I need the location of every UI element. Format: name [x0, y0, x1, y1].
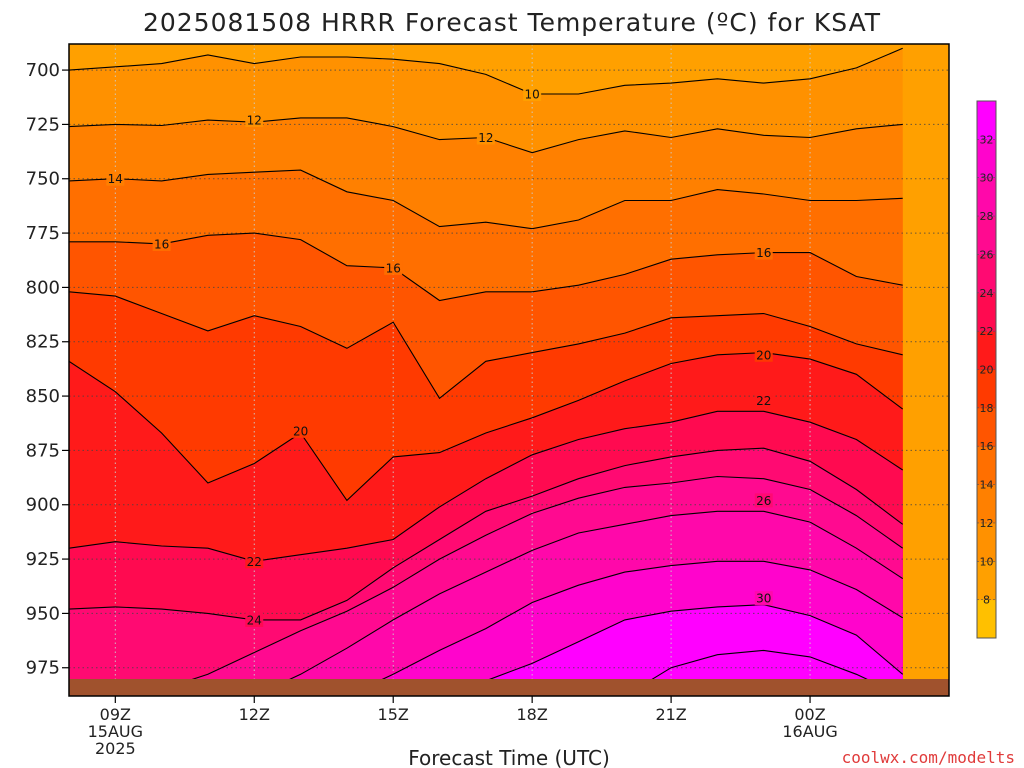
x-tick-label: 12Z [239, 705, 270, 724]
contour-label-bg [106, 171, 125, 186]
chart-title: 2025081508 HRRR Forecast Temperature (ºC… [143, 8, 881, 37]
contour-label: 12 [247, 114, 262, 128]
y-tick-label: 875 [26, 440, 60, 461]
contour-label-bg [754, 393, 773, 408]
colorbar-swatch [977, 216, 996, 255]
x-tick-label: 15AUG [88, 722, 143, 741]
contour-label-bg [754, 245, 773, 260]
contour-line-34 [624, 649, 903, 696]
contour-label-bg [245, 113, 264, 128]
contour-line-18 [69, 291, 903, 400]
contour-label: 22 [756, 394, 771, 408]
contour-label: 30 [756, 592, 771, 606]
contour-label: 24 [247, 613, 262, 627]
contour-label-bg [384, 260, 403, 275]
ground-surface [69, 679, 949, 696]
contour-label: 12 [478, 131, 493, 145]
colorbar-swatch [977, 292, 996, 332]
y-tick-label: 725 [26, 114, 60, 135]
colorbar-swatch [977, 446, 996, 486]
colorbar-tick-label: 30 [980, 172, 994, 185]
x-axis-label: Forecast Time (UTC) [408, 746, 610, 768]
contour-label-bg [291, 423, 310, 438]
y-axis-ticks: 700 725 750 775 800 825 850 875 900 925 950 975 [26, 60, 69, 679]
contour-label: 16 [386, 261, 401, 275]
contour-line-26 [115, 475, 904, 696]
contour-lines [69, 47, 904, 696]
colorbar-tick-label: 20 [980, 364, 994, 377]
y-tick-label: 750 [26, 169, 60, 190]
x-tick-label: 00Z [794, 705, 825, 724]
contour-line-32 [439, 604, 904, 696]
colorbar-tick-label: 24 [980, 287, 994, 300]
colorbar-tick-label: 10 [980, 555, 994, 568]
colorbar-swatch [977, 177, 996, 217]
y-tick-label: 975 [26, 658, 60, 679]
contour-label: 14 [108, 172, 123, 186]
credit-text: coolwx.com/modelts [842, 748, 1015, 767]
x-tick-label: 18Z [516, 705, 547, 724]
contour-label-bg [245, 612, 264, 627]
colorbar-swatch [977, 254, 996, 294]
contour-line-14 [69, 169, 903, 230]
contour-line-22 [69, 410, 904, 562]
contour-label-bg [152, 236, 171, 251]
contour-label-bg [476, 130, 495, 145]
x-tick-label: 15Z [378, 705, 409, 724]
colorbar-swatch [977, 561, 996, 601]
y-tick-label: 775 [26, 223, 60, 244]
contour-label: 26 [756, 494, 771, 508]
contour-label: 16 [154, 237, 169, 251]
y-tick-label: 700 [26, 60, 60, 81]
plot-frame [68, 43, 950, 697]
colorbar: 8 10 12 14 16 18 20 22 24 26 28 30 32 [976, 100, 997, 639]
colorbar-tick-label: 32 [980, 133, 994, 146]
colorbar-swatch [977, 407, 996, 447]
colorbar-swatch [977, 522, 996, 562]
contour-label-bg [523, 86, 542, 101]
contour-label-bg [245, 554, 264, 569]
colorbar-swatch [977, 139, 996, 179]
x-tick-label: 16AUG [782, 722, 837, 741]
colorbar-tick-label: 22 [980, 325, 994, 338]
contour-line-24 [69, 447, 904, 621]
contour-label: 20 [293, 424, 308, 438]
x-tick-label: 09Z [100, 705, 131, 724]
y-tick-label: 900 [26, 495, 60, 516]
x-tick-label: 2025 [95, 739, 136, 758]
colorbar-tick-label: 16 [980, 440, 994, 453]
colorbar-swatch [977, 484, 996, 524]
x-tick-label: 21Z [655, 705, 686, 724]
contour-line-10 [69, 47, 903, 95]
contour-labels: 10 12 12 14 16 16 16 20 20 22 22 24 26 30 [106, 86, 773, 627]
y-tick-label: 925 [26, 549, 60, 570]
contour-label-bg [754, 347, 773, 362]
colorbar-tick-label: 28 [980, 210, 994, 223]
contour-label-bg [754, 493, 773, 508]
contour-line-30 [346, 560, 903, 696]
y-tick-label: 950 [26, 603, 60, 624]
contour-label: 22 [247, 555, 262, 569]
contour-label: 20 [756, 348, 771, 362]
colorbar-tick-label: 8 [983, 594, 990, 607]
colorbar-swatch [977, 599, 996, 639]
contour-label-bg [754, 591, 773, 606]
colorbar-tick-label: 26 [980, 248, 994, 261]
y-tick-label: 800 [26, 277, 60, 298]
contour-line-28 [254, 510, 904, 696]
colorbar-tick-label: 12 [980, 517, 994, 530]
surface-strip [69, 679, 949, 696]
colorbar-tick-label: 18 [980, 402, 994, 415]
contour-label: 16 [756, 246, 771, 260]
y-tick-label: 850 [26, 386, 60, 407]
temperature-fill-layer [69, 44, 949, 696]
colorbar-tick-label: 14 [980, 479, 994, 492]
colorbar-swatch [977, 101, 996, 140]
colorbar-swatch [977, 369, 996, 409]
contour-label: 10 [525, 87, 540, 101]
y-tick-label: 825 [26, 332, 60, 353]
colorbar-swatch [977, 331, 996, 370]
